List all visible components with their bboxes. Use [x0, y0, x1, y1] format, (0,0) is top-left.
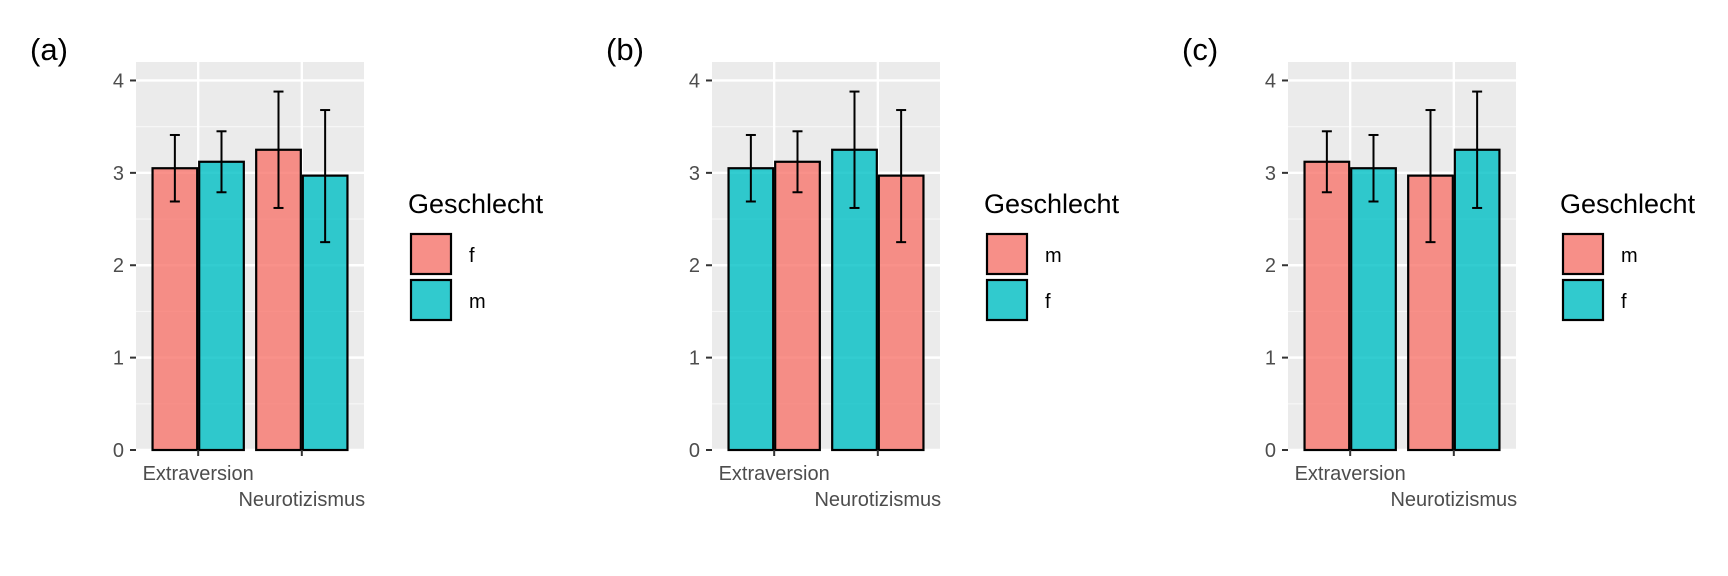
legend-swatch [985, 278, 1029, 322]
y-tick-label: 1 [113, 348, 124, 370]
legend-swatch [985, 232, 1029, 276]
y-tick-label: 0 [113, 440, 124, 462]
x-tick-label: Neurotizismus [814, 489, 941, 511]
legend-label: f [469, 245, 475, 267]
x-tick-label: Extraversion [1295, 463, 1406, 485]
legend-title: Geschlecht [1560, 189, 1696, 219]
y-tick-label: 1 [689, 348, 700, 370]
chart-panel: (a) 0 1 2 3 4 Extraversion Neurotizismus Geschle… [30, 32, 544, 511]
legend-swatch [409, 232, 453, 276]
y-tick-label: 3 [1265, 163, 1276, 185]
panel-label: (c) [1182, 32, 1218, 67]
legend-label: f [1045, 291, 1051, 313]
legend-label: m [469, 291, 486, 313]
bar [1350, 167, 1397, 452]
legend: Geschlecht m f [1560, 189, 1696, 322]
y-tick-label: 3 [689, 163, 700, 185]
legend-swatch [1561, 278, 1605, 322]
chart-panel: (b) 0 1 2 3 4 Extraversion Neurotizismus Geschle… [606, 32, 1120, 511]
bar [1303, 160, 1351, 452]
chart-panel: (c) 0 1 2 3 4 Extraversion Neurotizismus Geschle… [1182, 32, 1696, 511]
x-tick-label: Extraversion [719, 463, 830, 485]
y-tick-label: 0 [1265, 440, 1276, 462]
y-tick-label: 2 [689, 255, 700, 277]
y-tick-label: 4 [689, 70, 700, 92]
legend-title: Geschlecht [984, 189, 1120, 219]
bar [198, 160, 245, 452]
y-tick-label: 4 [1265, 70, 1276, 92]
legend-title: Geschlecht [408, 189, 544, 219]
x-tick-label: Extraversion [143, 463, 254, 485]
bar [727, 167, 775, 452]
panel-label: (b) [606, 32, 644, 67]
y-tick-label: 2 [113, 255, 124, 277]
bar [774, 160, 821, 452]
legend-label: f [1621, 291, 1627, 313]
y-tick-label: 3 [113, 163, 124, 185]
panel-label: (a) [30, 32, 68, 67]
legend-swatch [1561, 232, 1605, 276]
x-tick-label: Neurotizismus [238, 489, 365, 511]
y-tick-label: 4 [113, 70, 124, 92]
legend-label: m [1045, 245, 1062, 267]
y-tick-label: 0 [689, 440, 700, 462]
y-tick-label: 2 [1265, 255, 1276, 277]
x-tick-label: Neurotizismus [1390, 489, 1517, 511]
legend-swatch [409, 278, 453, 322]
legend-label: m [1621, 245, 1638, 267]
legend: Geschlecht f m [408, 189, 544, 322]
bar [151, 167, 199, 452]
legend: Geschlecht m f [984, 189, 1120, 322]
y-tick-label: 1 [1265, 348, 1276, 370]
